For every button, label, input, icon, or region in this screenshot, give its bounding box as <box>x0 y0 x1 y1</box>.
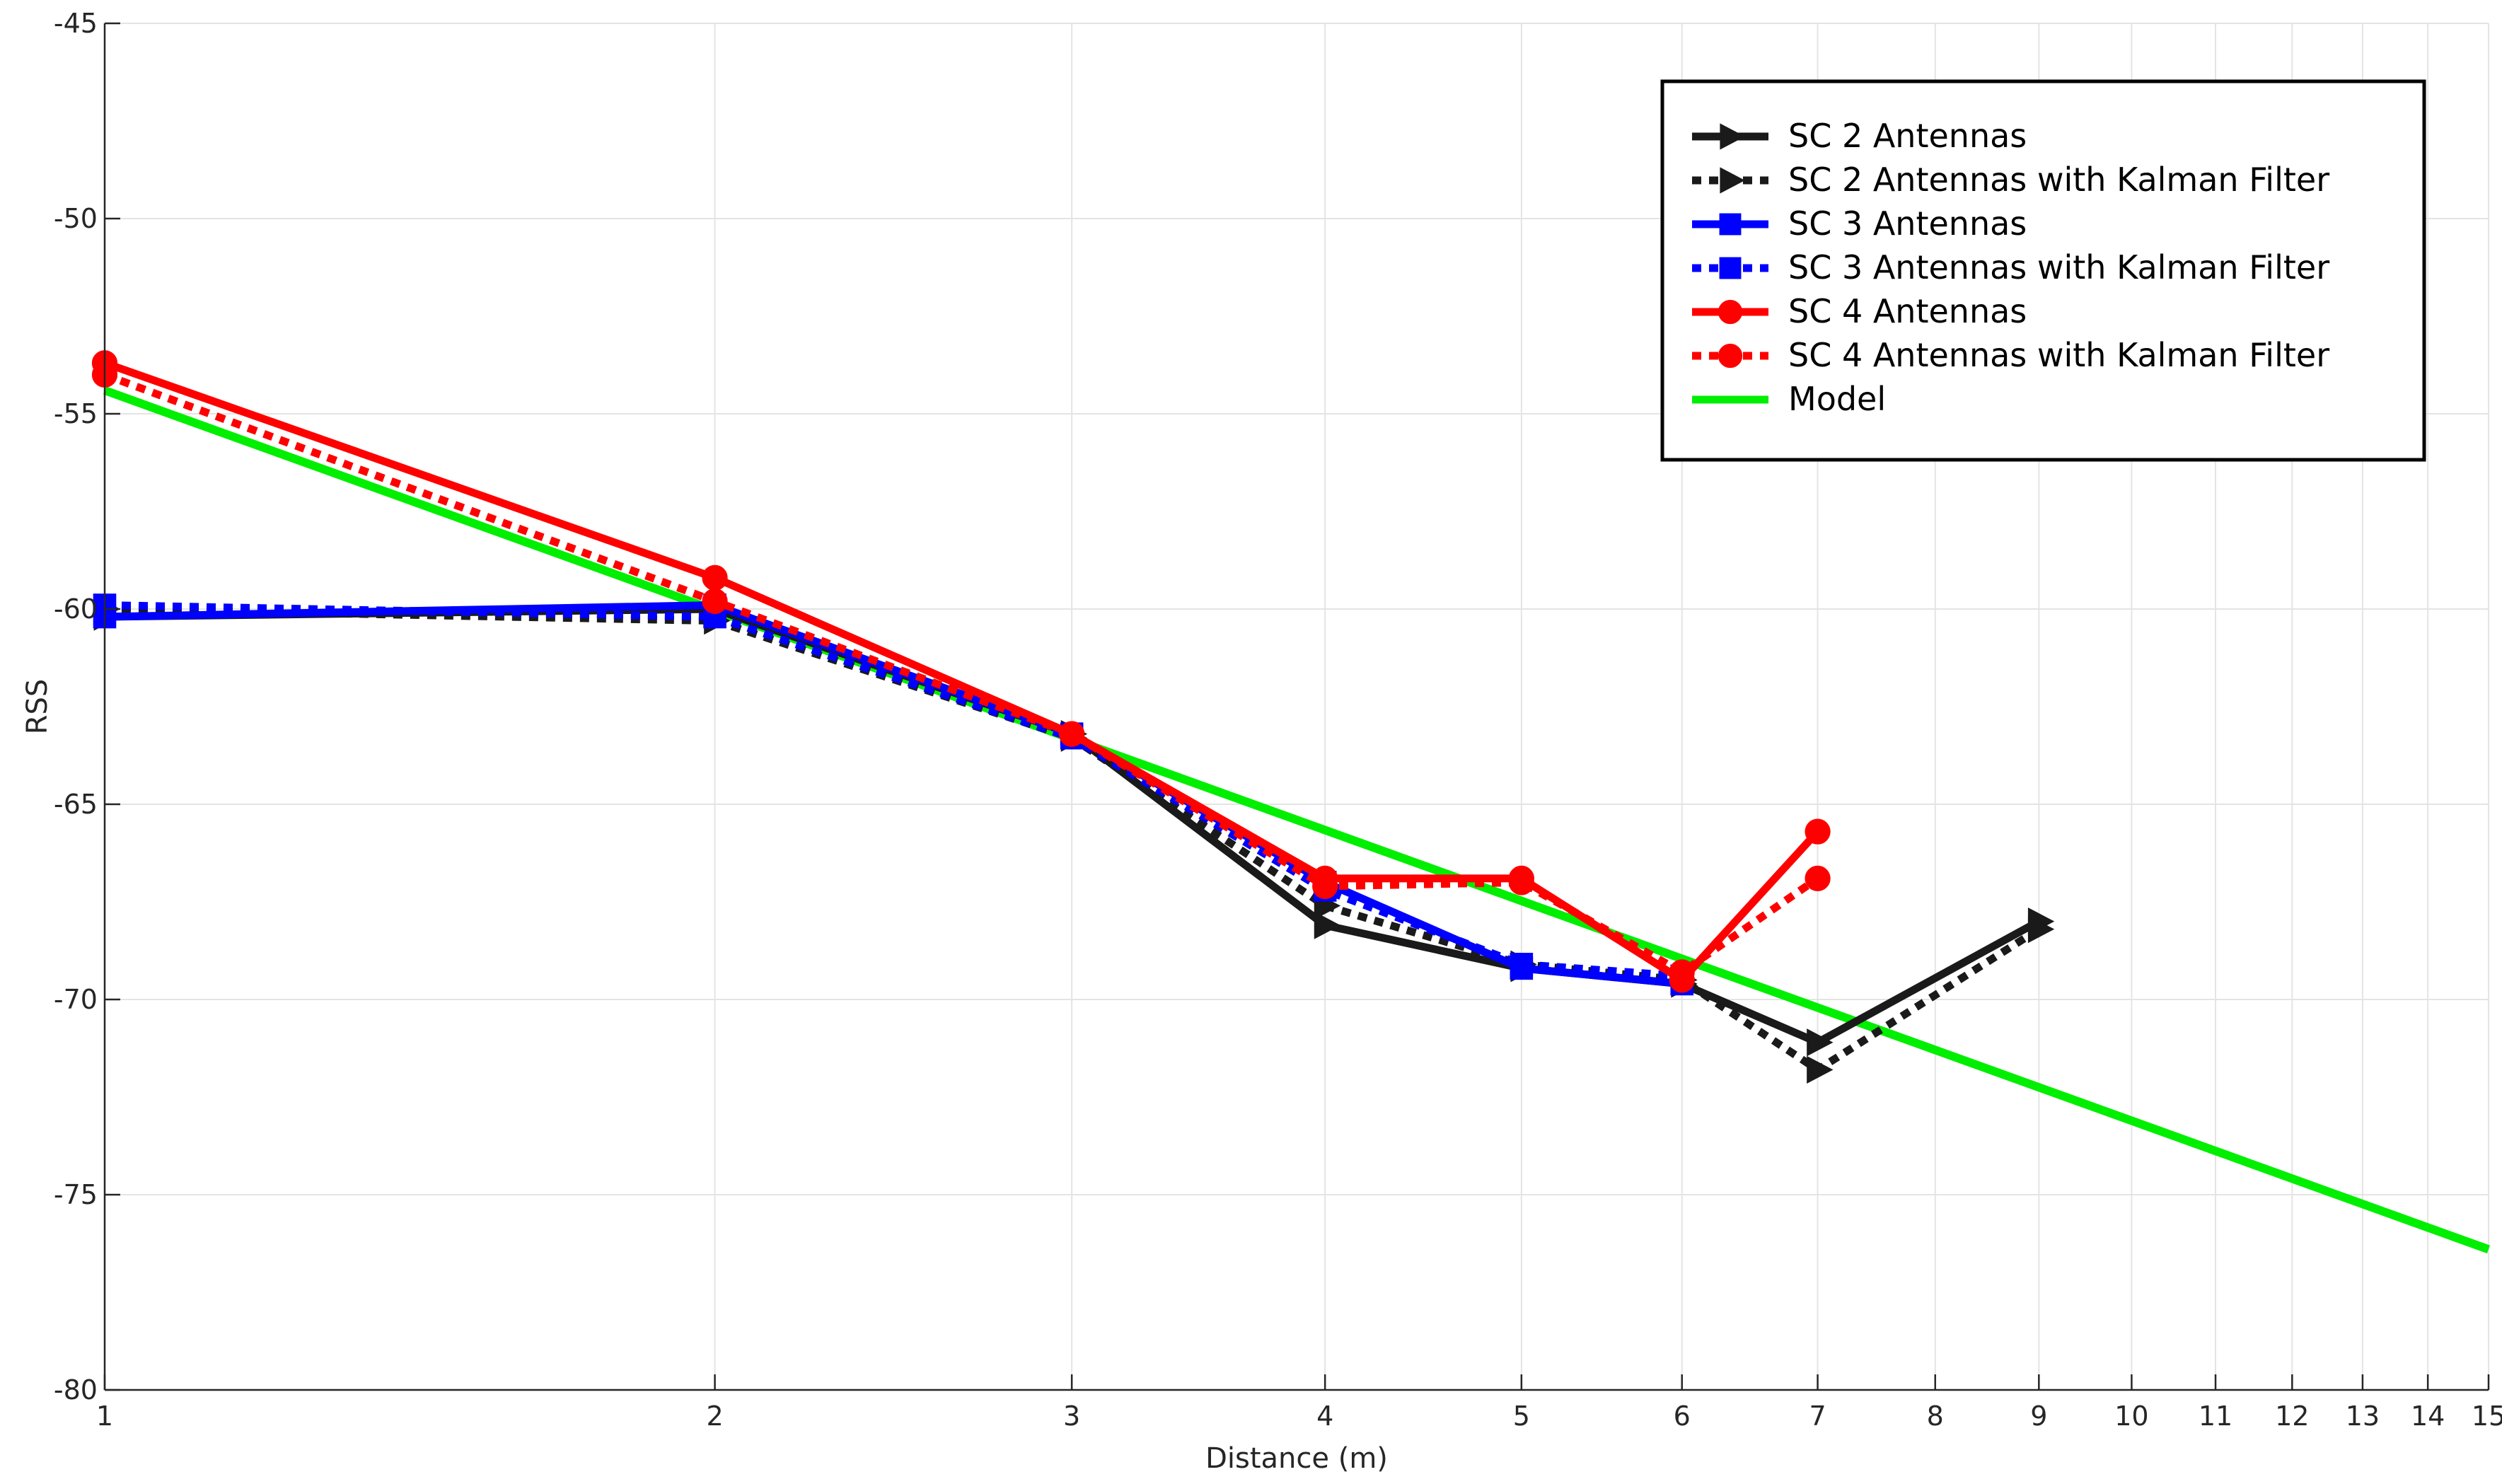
y-tick-label: -50 <box>54 203 98 234</box>
series-line <box>104 601 1683 980</box>
legend-item: Model <box>1692 380 1886 418</box>
data-point <box>1807 1055 1834 1084</box>
x-tick-label: 7 <box>1809 1401 1826 1432</box>
legend-item: SC 4 Antennas with Kalman Filter <box>1692 336 2329 374</box>
x-tick-label: 3 <box>1063 1401 1080 1432</box>
y-tick-label: -60 <box>54 593 98 625</box>
legend-label: SC 3 Antennas with Kalman Filter <box>1788 248 2329 286</box>
legend-item: SC 2 Antennas with Kalman Filter <box>1692 161 2329 199</box>
legend-label: SC 4 Antennas <box>1788 292 2027 330</box>
y-tick-label: -65 <box>54 789 98 820</box>
data-point <box>1508 869 1534 895</box>
legend-label: Model <box>1788 380 1886 418</box>
data-point <box>702 564 728 591</box>
y-tick-label: -45 <box>54 8 98 39</box>
x-tick-label: 10 <box>2114 1401 2148 1432</box>
legend: SC 2 Antennas SC 2 Antennas with Kalman F… <box>1660 79 2426 462</box>
series-line <box>103 386 2491 1253</box>
data-point <box>1807 1028 1834 1057</box>
series-sc-4-antennas-with-kalman-filter <box>91 361 1831 985</box>
data-point <box>1719 257 1742 279</box>
data-point <box>1718 343 1743 369</box>
x-tick-label: 4 <box>1316 1401 1333 1432</box>
x-tick-label: 14 <box>2411 1401 2445 1432</box>
data-point <box>1720 167 1745 194</box>
data-point <box>1719 213 1742 236</box>
data-point <box>2027 915 2055 944</box>
legend-label: SC 2 Antennas <box>1788 117 2027 155</box>
data-point <box>702 588 728 615</box>
series-line <box>104 605 2041 1074</box>
legend-box <box>1660 79 2426 462</box>
data-point <box>1314 911 1341 939</box>
legend-label: SC 3 Antennas <box>1788 204 2027 243</box>
data-point <box>1669 959 1695 985</box>
x-tick-label: 11 <box>2199 1401 2232 1432</box>
data-point <box>1312 873 1338 900</box>
legend-label: SC 2 Antennas with Kalman Filter <box>1788 161 2329 199</box>
y-tick-label: -80 <box>54 1374 98 1405</box>
y-axis-label: RSS <box>21 679 54 735</box>
data-point <box>1059 721 1085 747</box>
x-tick-label: 6 <box>1674 1401 1691 1432</box>
y-tick-label: -55 <box>54 398 98 429</box>
series-model <box>103 386 2491 1253</box>
x-tick-label: 9 <box>2030 1401 2047 1432</box>
x-tick-label: 8 <box>1927 1401 1944 1432</box>
data-point <box>1510 953 1534 976</box>
x-axis-label: Distance (m) <box>1205 1442 1388 1475</box>
legend-label: SC 4 Antennas with Kalman Filter <box>1788 336 2329 374</box>
legend-item: SC 3 Antennas with Kalman Filter <box>1692 248 2329 286</box>
data-point <box>1805 865 1831 891</box>
data-point <box>1805 818 1831 845</box>
data-point <box>1720 123 1745 150</box>
x-tick-label: 12 <box>2275 1401 2309 1432</box>
x-tick-label: 13 <box>2346 1401 2380 1432</box>
legend-item: SC 3 Antennas <box>1692 204 2027 243</box>
x-tick-label: 5 <box>1513 1401 1530 1432</box>
series-layer <box>91 350 2491 1253</box>
x-tick-label: 1 <box>96 1401 113 1432</box>
x-tick-label: 15 <box>2472 1401 2502 1432</box>
y-tick-label: -70 <box>54 984 98 1015</box>
x-tick-label: 2 <box>706 1401 723 1432</box>
legend-item: SC 4 Antennas <box>1692 292 2027 330</box>
data-point <box>1718 299 1743 325</box>
y-tick-label: -75 <box>54 1179 98 1210</box>
axes: 1 2 3 4 5 6 7 8 9 10 11 12 13 14 15-80-75-70-65-60-55-… <box>54 8 2502 1432</box>
legend-item: SC 2 Antennas <box>1692 117 2027 155</box>
